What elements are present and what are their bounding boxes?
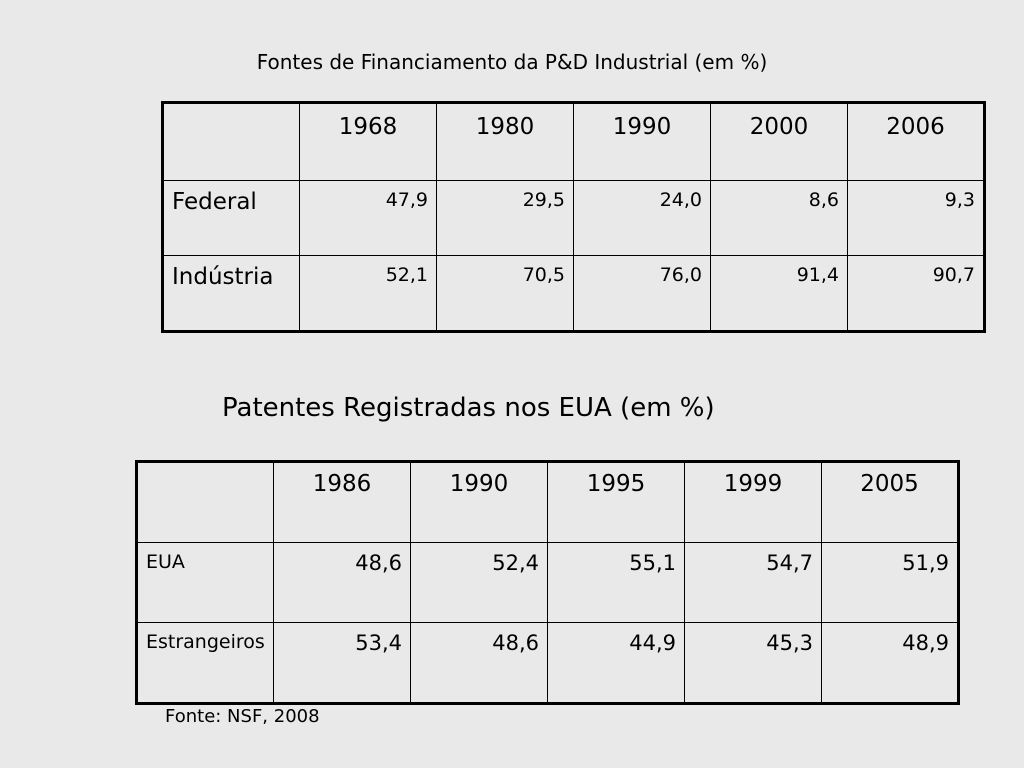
header-cell: 2006	[847, 102, 985, 181]
table-cell: 52,1	[299, 255, 437, 332]
funding-table: 1968 1980 1990 2000 2006 Federal 47,9 29…	[161, 101, 986, 333]
table-row: Indústria 52,1 70,5 76,0 91,4 90,7	[162, 255, 985, 332]
header-cell: 2005	[821, 461, 959, 543]
header-cell: 2000	[710, 102, 848, 181]
table-cell: 70,5	[436, 255, 574, 332]
header-cell	[162, 102, 300, 181]
table-header-row: 1986 1990 1995 1999 2005	[136, 461, 959, 543]
table-cell: 24,0	[573, 180, 711, 256]
header-cell: 1999	[684, 461, 822, 543]
row-label: EUA	[136, 542, 274, 623]
table-header-row: 1968 1980 1990 2000 2006	[162, 102, 985, 181]
table-cell: 48,6	[273, 542, 411, 623]
table-cell: 52,4	[410, 542, 548, 623]
row-label: Federal	[162, 180, 300, 256]
table-cell: 47,9	[299, 180, 437, 256]
table-cell: 90,7	[847, 255, 985, 332]
row-label: Estrangeiros	[136, 622, 274, 704]
table-row: Estrangeiros 53,4 48,6 44,9 45,3 48,9	[136, 622, 959, 704]
source-note: Fonte: NSF, 2008	[165, 706, 320, 727]
table-row: EUA 48,6 52,4 55,1 54,7 51,9	[136, 542, 959, 623]
table-cell: 29,5	[436, 180, 574, 256]
table-cell: 9,3	[847, 180, 985, 256]
header-cell: 1968	[299, 102, 437, 181]
table-cell: 91,4	[710, 255, 848, 332]
header-cell: 1986	[273, 461, 411, 543]
table-cell: 44,9	[547, 622, 685, 704]
table2-title: Patentes Registradas nos EUA (em %)	[222, 393, 715, 423]
row-label: Indústria	[162, 255, 300, 332]
header-cell: 1990	[410, 461, 548, 543]
patents-table: 1986 1990 1995 1999 2005 EUA 48,6 52,4 5…	[135, 460, 960, 705]
table-cell: 76,0	[573, 255, 711, 332]
header-cell: 1990	[573, 102, 711, 181]
table-cell: 51,9	[821, 542, 959, 623]
table-row: Federal 47,9 29,5 24,0 8,6 9,3	[162, 180, 985, 256]
table1-title: Fontes de Financiamento da P&D Industria…	[256, 50, 768, 74]
table-cell: 55,1	[547, 542, 685, 623]
header-cell	[136, 461, 274, 543]
header-cell: 1995	[547, 461, 685, 543]
table-cell: 48,9	[821, 622, 959, 704]
header-cell: 1980	[436, 102, 574, 181]
table-cell: 54,7	[684, 542, 822, 623]
table-cell: 45,3	[684, 622, 822, 704]
table-cell: 8,6	[710, 180, 848, 256]
table-cell: 53,4	[273, 622, 411, 704]
table-cell: 48,6	[410, 622, 548, 704]
